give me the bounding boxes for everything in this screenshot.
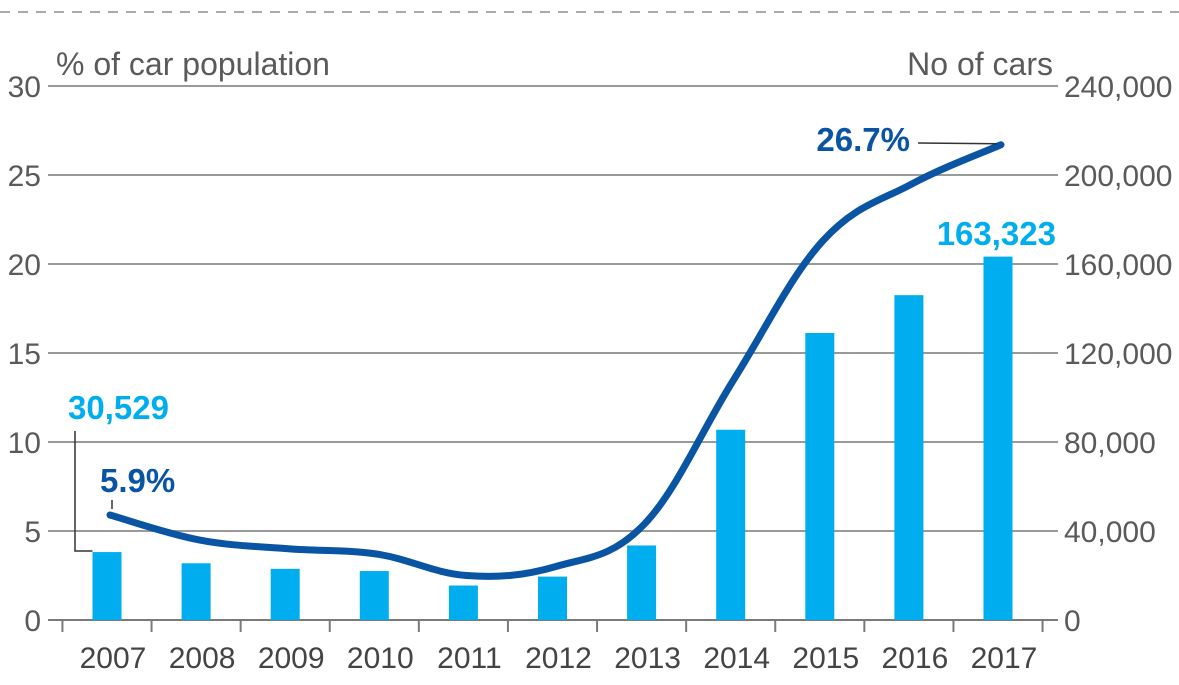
right-tick-label: 240,000 [1064,71,1172,104]
x-tick-label: 2013 [614,642,681,675]
left-tick-label: 0 [24,605,41,638]
left-tick-label: 25 [8,160,41,193]
x-tick-label: 2014 [703,642,770,675]
line-series [106,141,1005,580]
left-axis-title: % of car population [56,46,330,82]
x-tick-label: 2010 [347,642,414,675]
x-axis: 2007 2008 2009 2010 2011 2012 2013 2014 2015 2016… [61,620,1044,675]
annotation-first-bar-value: 30,529 [68,389,169,426]
bar [716,429,746,620]
annotation-last-bar-value: 163,323 [937,215,1056,252]
x-tick-label: 2016 [882,642,949,675]
leader-line-last-line [917,142,998,145]
bar [270,568,300,620]
left-y-axis: 0 5 10 15 20 25 30 [8,71,41,638]
right-tick-label: 160,000 [1064,249,1172,282]
bar [627,545,657,620]
annotation-first-line-value: 5.9% [100,462,175,499]
right-tick-label: 80,000 [1064,427,1156,460]
right-tick-label: 200,000 [1064,160,1172,193]
left-tick-label: 20 [8,249,41,282]
right-tick-label: 0 [1064,605,1081,638]
right-axis-title: No of cars [907,46,1053,82]
left-tick-label: 30 [8,71,41,104]
left-tick-label: 15 [8,338,41,371]
x-tick-label: 2017 [971,642,1038,675]
bar [983,256,1013,620]
annotation-last-line-value: 26.7% [816,121,910,158]
leader-line-first-bar [74,431,93,552]
bar [92,552,122,620]
right-y-axis: 0 40,000 80,000 120,000 160,000 200,000 240,00… [1064,71,1172,638]
right-tick-label: 120,000 [1064,338,1172,371]
bar-series [92,256,1013,620]
bar [538,576,567,620]
bar [805,332,835,620]
x-tick-label: 2009 [258,642,325,675]
right-tick-label: 40,000 [1064,516,1156,549]
bar [359,571,389,620]
x-tick-label: 2011 [437,642,502,675]
x-tick-label: 2008 [169,642,236,675]
bar [894,295,924,620]
x-tick-label: 2015 [792,642,859,675]
bar [181,563,211,620]
line-path [106,141,1005,580]
x-tick-label: 2007 [80,642,147,675]
left-tick-label: 5 [24,516,41,549]
gridlines [48,85,1058,621]
x-tick-label: 2012 [525,642,592,675]
left-tick-label: 10 [8,427,41,460]
annotations [74,142,998,552]
bar [448,585,478,620]
